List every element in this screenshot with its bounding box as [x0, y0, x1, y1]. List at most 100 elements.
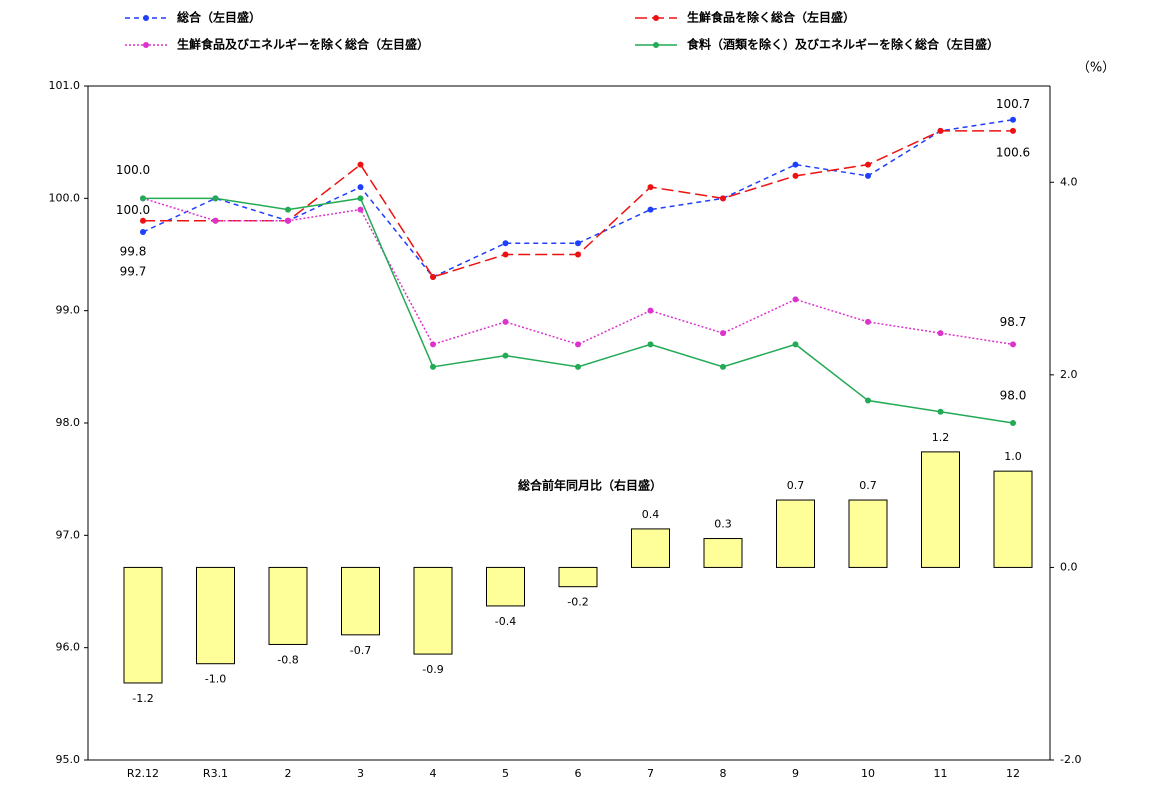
line [142, 197, 1014, 346]
data-label: 99.7 [120, 265, 147, 279]
point [865, 172, 871, 179]
point [865, 397, 871, 404]
legend-marker [143, 15, 149, 21]
point [357, 184, 364, 191]
data-label: 98.7 [1000, 315, 1027, 329]
point [502, 251, 509, 258]
point [792, 161, 799, 168]
y-tick-label: 101.0 [49, 79, 81, 92]
point [865, 161, 871, 168]
bar [486, 566, 525, 607]
point [575, 363, 581, 370]
point [720, 363, 726, 370]
data-label: -0.4 [495, 615, 516, 628]
point [937, 127, 944, 134]
legend-label: 食料（酒類を除く）及びエネルギーを除く総合（左目盛） [686, 37, 999, 52]
point [1010, 116, 1016, 123]
x-tick-label: 9 [792, 767, 799, 780]
x-tick-label: R2.12 [127, 767, 159, 780]
point [430, 341, 436, 348]
y-tick-label: 98.0 [56, 416, 81, 429]
data-label: 0.4 [642, 508, 660, 521]
data-label: 1.0 [1004, 450, 1022, 463]
point [865, 318, 871, 325]
point [285, 217, 291, 224]
legend-label: 生鮮食品及びエネルギーを除く総合（左目盛） [177, 37, 429, 52]
point [575, 251, 581, 258]
data-label: 100.7 [996, 97, 1030, 111]
point [1010, 420, 1016, 426]
bar [196, 566, 235, 665]
y2-axis-label: （%） [1077, 61, 1115, 76]
legend-label: 生鮮食品を除く総合（左目盛） [687, 10, 855, 25]
x-tick-label: 2 [285, 767, 292, 780]
bar [558, 566, 598, 588]
x-tick-label: 5 [502, 767, 509, 780]
point [357, 195, 364, 202]
y2-tick-label: -2.0 [1060, 753, 1081, 766]
legend-label: 総合（左目盛） [177, 10, 261, 25]
bar [848, 499, 888, 568]
x-tick-label: 4 [430, 767, 437, 780]
data-label: -0.7 [350, 644, 371, 657]
point [140, 229, 146, 236]
point [647, 307, 654, 314]
data-label: -0.9 [422, 663, 443, 676]
x-tick-label: 3 [357, 767, 364, 780]
x-tick-label: 11 [934, 767, 948, 780]
x-tick-label: 7 [647, 767, 654, 780]
point [647, 341, 654, 348]
point [140, 217, 146, 224]
x-tick-label: 10 [861, 767, 875, 780]
y2-tick-label: 2.0 [1060, 368, 1078, 381]
y-tick-label: 97.0 [56, 528, 81, 541]
bar [123, 566, 163, 684]
bar [776, 499, 815, 568]
y-tick-label: 95.0 [56, 753, 81, 766]
data-label: 1.2 [932, 431, 950, 444]
x-tick-label: 12 [1006, 767, 1020, 780]
point [140, 195, 146, 202]
bar-series-label: 総合前年同月比（右目盛） [518, 478, 662, 493]
legend-marker [143, 42, 149, 48]
bar [993, 470, 1033, 568]
data-label: 98.0 [1000, 389, 1027, 403]
point [430, 273, 436, 280]
point [1010, 341, 1016, 348]
point [575, 240, 581, 247]
x-tick-label: 6 [575, 767, 582, 780]
y-tick-label: 100.0 [49, 191, 81, 204]
point [575, 341, 581, 348]
point [285, 206, 291, 213]
data-label: 0.3 [714, 518, 732, 531]
x-tick-label: R3.1 [203, 767, 228, 780]
legend-marker [653, 15, 659, 21]
point [357, 161, 364, 168]
y2-tick-label: 0.0 [1060, 560, 1078, 573]
point [720, 330, 726, 337]
data-label: 0.7 [787, 479, 805, 492]
point [1010, 127, 1016, 134]
point [792, 296, 799, 303]
y-tick-label: 96.0 [56, 641, 81, 654]
data-label: 100.0 [116, 203, 150, 217]
y-tick-label: 99.0 [56, 304, 81, 317]
bar [268, 566, 308, 645]
bar [631, 528, 670, 568]
point [647, 206, 654, 213]
data-label: -1.2 [132, 692, 153, 705]
legend-marker [653, 42, 659, 48]
point [720, 195, 726, 202]
point [502, 240, 509, 247]
data-label: -1.0 [205, 673, 226, 686]
point [502, 352, 509, 359]
data-label: 0.7 [859, 479, 877, 492]
x-tick-label: 8 [720, 767, 727, 780]
data-label: -0.8 [277, 653, 298, 666]
point [937, 408, 944, 415]
point [212, 195, 219, 202]
point [647, 184, 654, 191]
data-label: 100.0 [116, 163, 150, 177]
data-label: 99.8 [120, 244, 147, 258]
